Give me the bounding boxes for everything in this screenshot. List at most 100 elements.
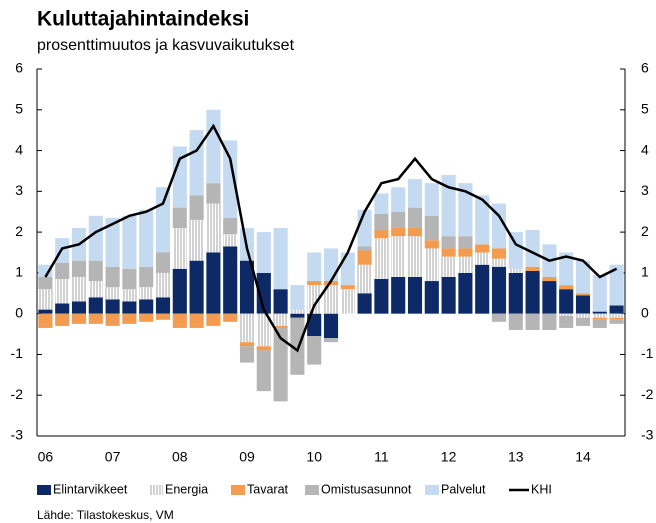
bar-segment	[256, 350, 271, 392]
bar-segment	[391, 187, 406, 212]
bar-segment	[239, 313, 255, 343]
bar-segment	[458, 183, 473, 237]
bar-segment	[491, 203, 507, 249]
bar-segment	[239, 342, 255, 347]
bar-segment	[491, 258, 507, 267]
bar-segment	[407, 228, 423, 237]
y2-tick-label: 2	[641, 223, 649, 239]
bar-segment	[189, 260, 204, 314]
bar-segment	[357, 209, 372, 247]
y-tick-label: 0	[15, 304, 23, 320]
bar-segment	[307, 252, 322, 282]
bar-segment	[407, 179, 423, 208]
bar-segment	[71, 301, 87, 314]
bar-segment	[105, 266, 120, 288]
bar-segment	[340, 252, 355, 286]
legend-label: KHI	[531, 482, 552, 496]
bar-segment	[592, 311, 607, 314]
bar-segment	[223, 246, 238, 314]
bar-segment	[559, 313, 574, 316]
bar-segment	[407, 236, 423, 277]
bar-segment	[374, 279, 389, 314]
bar-segment	[155, 313, 171, 320]
bar-segment	[475, 244, 490, 253]
bar-segment	[172, 146, 187, 208]
bar-segment	[172, 228, 187, 269]
bar-segment	[172, 207, 187, 229]
bar-segment	[155, 272, 171, 298]
bar-segment	[559, 315, 574, 328]
bar-segment	[441, 236, 456, 249]
bar-segment	[239, 346, 255, 363]
legend-swatch	[37, 485, 51, 495]
bar-segment	[239, 260, 255, 314]
bar-segment	[542, 281, 557, 314]
bar-segment	[139, 287, 154, 300]
bar-segment	[155, 297, 171, 314]
bar-segment	[189, 130, 204, 196]
bar-segment	[206, 203, 221, 253]
bar-segment	[71, 276, 87, 302]
y-tick-label: 1	[15, 264, 23, 280]
bar-segment	[575, 317, 591, 326]
bar-segment	[592, 274, 607, 312]
bar-segment	[139, 209, 154, 267]
bar-segment	[38, 264, 53, 277]
bar-segment	[55, 262, 70, 280]
bar-segment	[391, 236, 406, 277]
bar-segment	[525, 230, 540, 267]
legend-swatch	[425, 485, 439, 495]
bar-segment	[139, 313, 154, 322]
bar-segment	[172, 268, 187, 314]
bar-segment	[491, 248, 507, 259]
bar-segment	[357, 250, 372, 265]
bar-segment	[273, 228, 288, 290]
y2-tick-label: 0	[641, 304, 649, 320]
bar-segment	[424, 281, 439, 314]
x-tick-label: 10	[306, 449, 322, 465]
y-tick-label: 5	[15, 100, 23, 116]
bar-segment	[357, 246, 372, 251]
x-tick-label: 07	[105, 449, 121, 465]
bar-segment	[307, 285, 322, 314]
bar-segment	[374, 193, 389, 214]
bar-segment	[542, 313, 557, 330]
bar-segment	[122, 301, 137, 314]
bar-segment	[391, 211, 406, 229]
bar-segment	[206, 252, 221, 314]
bar-segment	[105, 299, 120, 314]
bar-segment	[491, 266, 507, 314]
bar-segment	[609, 305, 624, 314]
bar-segment	[55, 303, 70, 314]
bar-segment	[122, 268, 137, 290]
bar-segment	[323, 313, 339, 339]
legend-label: Omistusasunnot	[321, 482, 412, 496]
source: Lähde: Tilastokeskus, VM	[37, 508, 174, 522]
legend-label: Palvelut	[441, 482, 486, 496]
chart-title: Kuluttajahintaindeksi	[37, 8, 249, 31]
bar-segment	[424, 183, 439, 216]
bar-segment	[38, 313, 53, 328]
bar-segment	[139, 266, 154, 288]
y2-tick-label: 3	[641, 182, 649, 198]
bar-segment	[559, 252, 574, 286]
bar-segment	[273, 325, 288, 328]
bar-segment	[609, 317, 624, 320]
legend-label: Elintarvikkeet	[53, 482, 128, 496]
bar-segment	[475, 195, 490, 245]
bar-segment	[525, 270, 540, 314]
bar-segment	[374, 238, 389, 280]
bar-segment	[189, 219, 204, 261]
bar-segment	[592, 313, 607, 318]
bar-segment	[38, 289, 53, 310]
bar-segment	[458, 248, 473, 257]
x-tick-label: 11	[374, 449, 389, 465]
bar-segment	[256, 272, 271, 314]
bar-segment	[441, 276, 456, 314]
bar-segment	[172, 313, 187, 328]
bar-segment	[139, 299, 154, 314]
line	[44, 123, 618, 353]
bar-segment	[441, 175, 456, 237]
